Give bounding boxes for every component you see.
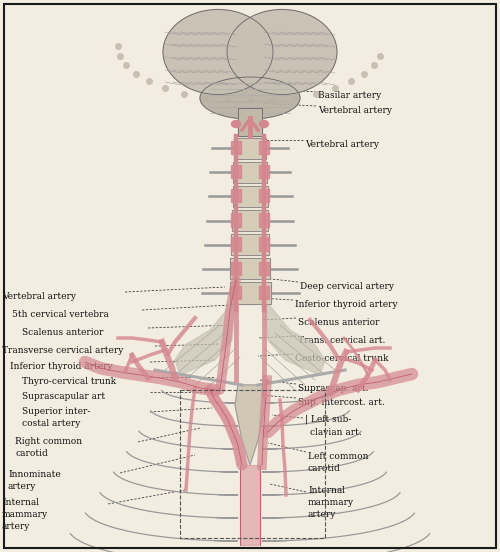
Polygon shape	[259, 141, 269, 154]
Bar	[238, 108, 262, 136]
Text: Suprascap. art.: Suprascap. art.	[298, 384, 368, 393]
Text: artery: artery	[8, 482, 36, 491]
Text: Inferior thyroid artery: Inferior thyroid artery	[10, 362, 113, 371]
Text: mammary: mammary	[308, 498, 354, 507]
Polygon shape	[259, 165, 269, 178]
Text: Trans. cervical art.: Trans. cervical art.	[298, 336, 386, 345]
Text: Scalenus anterior: Scalenus anterior	[22, 328, 103, 337]
Bar	[234, 137, 266, 158]
Text: Innominate: Innominate	[8, 470, 61, 479]
Polygon shape	[231, 141, 241, 154]
Bar	[231, 234, 269, 255]
Polygon shape	[265, 300, 325, 375]
Text: Superior inter-: Superior inter-	[22, 407, 90, 416]
Polygon shape	[231, 189, 241, 203]
Text: Sup. intercost. art.: Sup. intercost. art.	[298, 398, 385, 407]
Polygon shape	[259, 189, 269, 203]
Text: Internal: Internal	[2, 498, 39, 507]
Bar	[233, 162, 267, 183]
Bar	[234, 137, 266, 158]
Polygon shape	[259, 286, 269, 299]
Bar	[233, 162, 267, 183]
Bar	[238, 108, 262, 136]
Text: Deep cervical artery: Deep cervical artery	[300, 282, 394, 291]
Bar	[180, 390, 325, 538]
Text: costal artery: costal artery	[22, 419, 80, 428]
Text: artery: artery	[308, 510, 336, 519]
Text: Vertebral artery: Vertebral artery	[305, 140, 379, 149]
Bar	[232, 186, 268, 207]
Bar	[232, 210, 268, 231]
Text: mammary: mammary	[2, 510, 48, 519]
Text: Basilar artery: Basilar artery	[318, 91, 382, 100]
Polygon shape	[259, 237, 269, 251]
Text: Right common: Right common	[15, 437, 82, 446]
Text: Costo-cervical trunk: Costo-cervical trunk	[295, 354, 388, 363]
Text: | Left sub-: | Left sub-	[305, 415, 352, 424]
Bar	[231, 234, 269, 255]
Text: carotid: carotid	[308, 464, 341, 473]
Bar	[230, 283, 270, 304]
Text: carotid: carotid	[15, 449, 48, 458]
Polygon shape	[259, 213, 269, 226]
Polygon shape	[231, 262, 241, 275]
Polygon shape	[231, 213, 241, 226]
Text: Left common: Left common	[308, 452, 368, 461]
Text: Transverse cervical artery: Transverse cervical artery	[2, 346, 124, 355]
Text: Suprascapular art: Suprascapular art	[22, 392, 105, 401]
Ellipse shape	[227, 9, 337, 94]
Text: Internal: Internal	[308, 486, 345, 495]
Bar	[230, 283, 270, 304]
Bar	[230, 258, 270, 279]
Text: Vertebral artery: Vertebral artery	[318, 106, 392, 115]
Text: artery: artery	[2, 522, 30, 531]
Polygon shape	[231, 165, 241, 178]
Ellipse shape	[232, 120, 240, 128]
Bar	[232, 210, 268, 231]
Bar	[230, 258, 270, 279]
Text: 5th cervical vertebra: 5th cervical vertebra	[12, 310, 109, 319]
Polygon shape	[259, 262, 269, 275]
Polygon shape	[231, 237, 241, 251]
Text: Inferior thyroid artery: Inferior thyroid artery	[295, 300, 398, 309]
Polygon shape	[175, 300, 235, 375]
Polygon shape	[231, 286, 241, 299]
Text: Scalenus anterior: Scalenus anterior	[298, 318, 380, 327]
Polygon shape	[240, 465, 260, 545]
Bar	[232, 186, 268, 207]
Text: Vertebral artery: Vertebral artery	[2, 292, 76, 301]
Text: Thyro-cervical trunk: Thyro-cervical trunk	[22, 377, 116, 386]
Text: clavian art.: clavian art.	[310, 428, 362, 437]
Ellipse shape	[260, 120, 268, 128]
Ellipse shape	[163, 9, 273, 94]
Ellipse shape	[200, 77, 300, 119]
Polygon shape	[235, 385, 265, 465]
